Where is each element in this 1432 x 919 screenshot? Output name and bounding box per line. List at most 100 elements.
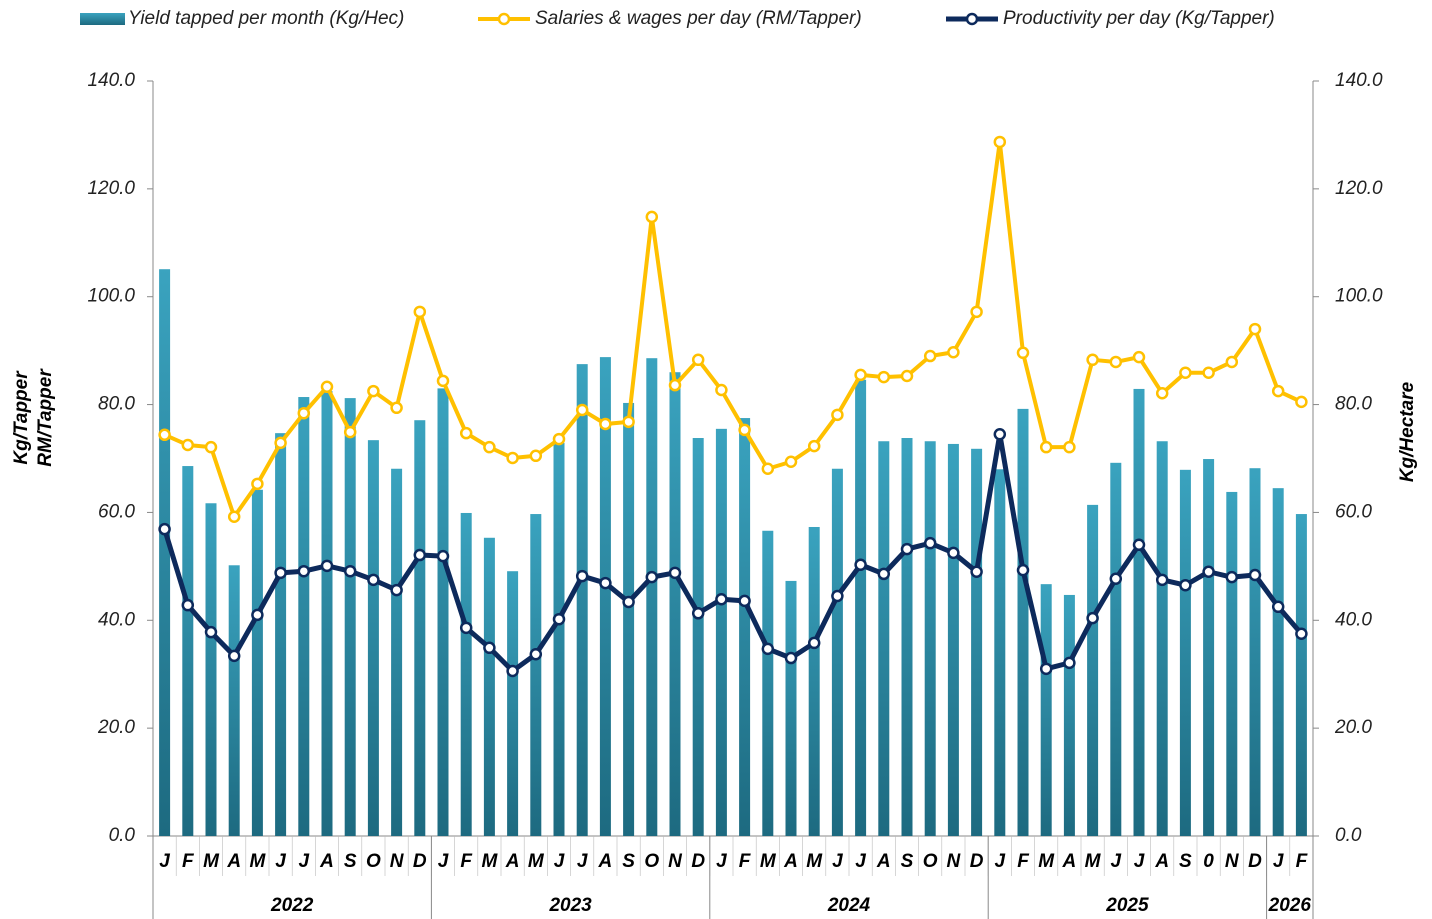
bar xyxy=(576,364,588,836)
bar xyxy=(739,418,751,836)
marker xyxy=(668,566,682,580)
y2-tick-label: 100.0 xyxy=(1335,286,1383,307)
x-tick-label: M xyxy=(203,851,220,872)
marker xyxy=(459,426,473,440)
x-tick-label: M xyxy=(1085,851,1102,872)
bar xyxy=(507,571,519,836)
x-tick-label: F xyxy=(460,851,473,872)
x-tick-label: F xyxy=(182,851,195,872)
marker xyxy=(761,642,775,656)
marker xyxy=(599,576,612,590)
bar xyxy=(1063,594,1075,836)
marker xyxy=(552,432,566,446)
x-tick-label: J xyxy=(995,851,1006,872)
bar xyxy=(391,468,403,836)
x-tick-label: O xyxy=(644,851,659,872)
bar xyxy=(1295,514,1307,836)
bar xyxy=(1040,584,1052,836)
x-tick-label: 0 xyxy=(1203,851,1214,872)
marker xyxy=(367,573,380,587)
bar xyxy=(367,440,379,836)
y2-axis-title: Kg/Hectare xyxy=(1397,381,1418,482)
line xyxy=(162,431,1304,674)
group-label: 2024 xyxy=(827,895,871,916)
x-tick-label: A xyxy=(876,851,891,872)
x-tick-label: O xyxy=(923,851,938,872)
x-tick-label: M xyxy=(1038,851,1055,872)
bar xyxy=(1017,408,1029,836)
marker xyxy=(1109,355,1123,369)
marker xyxy=(900,542,914,556)
bar xyxy=(808,526,820,836)
x-tick-label: J xyxy=(554,851,565,872)
y2-tick-label: 140.0 xyxy=(1335,70,1383,91)
marker xyxy=(831,589,844,603)
marker xyxy=(715,593,728,606)
bar xyxy=(785,580,797,836)
marker xyxy=(1155,386,1169,400)
legend-label: Salaries & wages per day (RM/Tapper) xyxy=(535,8,862,29)
marker xyxy=(784,455,798,468)
marker xyxy=(506,451,519,465)
marker xyxy=(1271,384,1285,398)
marker xyxy=(413,548,427,562)
marker xyxy=(854,368,867,382)
marker xyxy=(622,415,635,429)
marker xyxy=(575,569,589,583)
x-tick-label: D xyxy=(413,851,427,872)
y2-tick-label: 20.0 xyxy=(1334,717,1372,738)
marker xyxy=(1202,565,1215,578)
marker xyxy=(854,558,867,571)
marker xyxy=(1086,611,1099,625)
x-tick-label: J xyxy=(832,851,843,872)
marker xyxy=(1086,353,1099,367)
marker xyxy=(251,477,264,491)
marker xyxy=(668,378,682,392)
x-tick-label: F xyxy=(739,851,752,872)
marker xyxy=(251,608,264,622)
bar xyxy=(715,428,727,836)
y-tick-label: 120.0 xyxy=(87,178,135,199)
x-tick-label: A xyxy=(505,851,520,872)
marker xyxy=(483,641,496,655)
x-tick-label: S xyxy=(344,851,357,872)
x-tick-label: M xyxy=(249,851,266,872)
marker xyxy=(320,380,334,394)
bar xyxy=(437,388,449,836)
x-tick-label: J xyxy=(577,851,588,872)
marker xyxy=(877,567,891,581)
x-tick-label: S xyxy=(901,851,914,872)
x-tick-label: F xyxy=(1017,851,1030,872)
y-tick-label: 100.0 xyxy=(87,286,135,307)
marker xyxy=(1295,627,1308,641)
marker xyxy=(1132,350,1146,364)
marker xyxy=(1248,568,1262,582)
legend-label: Yield tapped per month (Kg/Hec) xyxy=(128,8,404,29)
bar xyxy=(1226,491,1238,836)
marker xyxy=(877,370,891,384)
marker xyxy=(1063,656,1076,670)
bar xyxy=(275,433,287,836)
marker xyxy=(552,612,566,626)
marker xyxy=(575,403,589,417)
marker xyxy=(715,383,728,397)
marker xyxy=(529,648,543,661)
marker xyxy=(158,522,171,536)
bar xyxy=(1087,504,1099,836)
bar xyxy=(159,269,171,837)
marker xyxy=(784,651,798,665)
y-tick-label: 80.0 xyxy=(98,394,135,415)
marker xyxy=(1248,322,1262,336)
x-tick-label: F xyxy=(1296,851,1309,872)
bar xyxy=(878,441,890,836)
marker xyxy=(1271,600,1285,614)
marker xyxy=(970,305,983,319)
x-tick-label: D xyxy=(691,851,705,872)
marker xyxy=(297,564,311,578)
bar xyxy=(623,402,635,836)
marker xyxy=(1225,355,1239,369)
marker xyxy=(181,598,195,612)
bar xyxy=(414,420,426,836)
legend-swatch xyxy=(80,13,125,25)
x-tick-label: A xyxy=(1154,851,1169,872)
